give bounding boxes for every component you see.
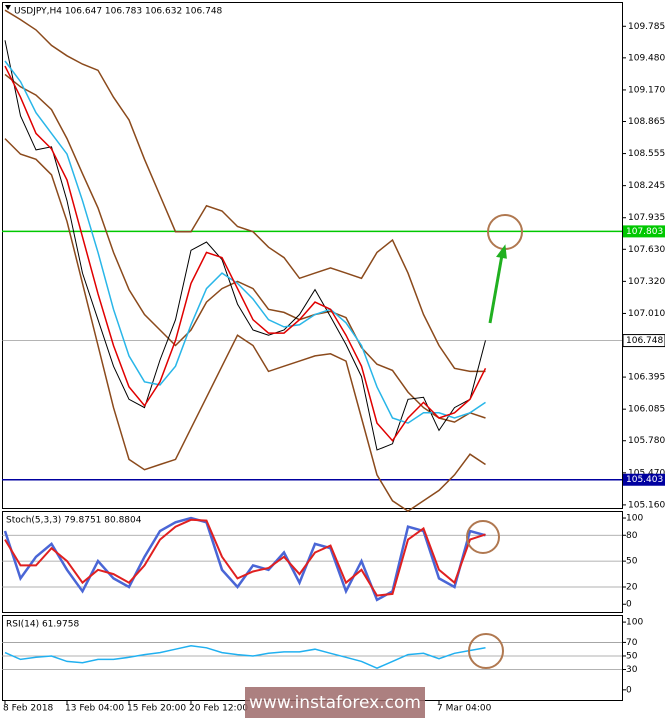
rsi-circle [468, 633, 504, 669]
level-label-box [623, 225, 665, 238]
panel-title: Stoch(5,3,3) 79.8751 80.8804 [6, 516, 142, 526]
series-line [4, 65, 487, 442]
series-line [3, 516, 486, 602]
y-tick-label: 50 [626, 651, 638, 661]
level-label-box [623, 473, 665, 486]
series-line [4, 518, 486, 597]
y-tick-label: 100 [626, 514, 643, 524]
title-icon [5, 5, 11, 10]
x-tick-label: 13 Feb 04:00 [65, 704, 124, 714]
y-tick-label: 70 [626, 638, 638, 648]
x-tick-label: 7 Mar 04:00 [437, 704, 492, 714]
y-tick-label: 107.010 [628, 309, 665, 319]
last-price-label: 106.748 [626, 336, 663, 346]
y-tick-label: 108.865 [628, 117, 665, 127]
series-line [4, 138, 486, 513]
x-tick-label: 15 Feb 20:00 [127, 704, 186, 714]
y-tick-label: 106.085 [628, 405, 665, 415]
panel-title: RSI(14) 61.9758 [6, 620, 79, 630]
y-tick-label: 106.395 [628, 373, 665, 383]
y-tick-label: 109.170 [628, 85, 665, 95]
panel-title: USDJPY,H4 106.647 106.783 106.632 106.74… [14, 7, 223, 17]
y-tick-label: 50 [626, 557, 638, 567]
series-line [4, 9, 486, 373]
y-tick-label: 20 [626, 583, 638, 593]
series-line [4, 645, 486, 670]
y-tick-label: 108.555 [628, 149, 665, 159]
level-label: 105.403 [626, 475, 663, 485]
y-tick-label: 108.245 [628, 181, 665, 191]
y-tick-label: 105.780 [628, 436, 665, 446]
y-tick-label: 107.935 [628, 213, 665, 223]
stoch-circle [466, 520, 500, 554]
series-line [4, 40, 486, 451]
stoch-panel [2, 511, 623, 613]
rsi-panel [2, 615, 623, 701]
plot-layer: 109.785 109.480 109.170 108.865 108.555 108.2… [2, 5, 665, 714]
arrow-shaft [488, 254, 504, 324]
y-tick-label: 105.160 [628, 500, 665, 510]
x-tick-label: 8 Feb 2018 [3, 704, 54, 714]
y-tick-label: 80 [626, 531, 638, 541]
arrow-head [496, 244, 507, 259]
x-tick-label: 20 Feb 12:00 [189, 704, 248, 714]
y-tick-label: 0 [626, 600, 632, 610]
watermark-box [245, 687, 425, 718]
y-tick-label: 100 [626, 618, 643, 628]
main-panel [2, 2, 623, 509]
y-tick-label: 105.470 [628, 468, 665, 478]
y-tick-label: 109.480 [628, 53, 665, 63]
y-tick-label: 107.630 [628, 245, 665, 255]
watermark: www.instaforex.com [249, 693, 421, 713]
y-tick-label: 109.785 [628, 22, 665, 32]
series-line [4, 73, 486, 423]
last-price-box [622, 334, 665, 348]
y-tick-label: 107.320 [628, 277, 665, 287]
y-tick-label: 0 [626, 685, 632, 695]
level-label: 107.803 [626, 227, 663, 237]
y-tick-label: 30 [626, 665, 638, 675]
